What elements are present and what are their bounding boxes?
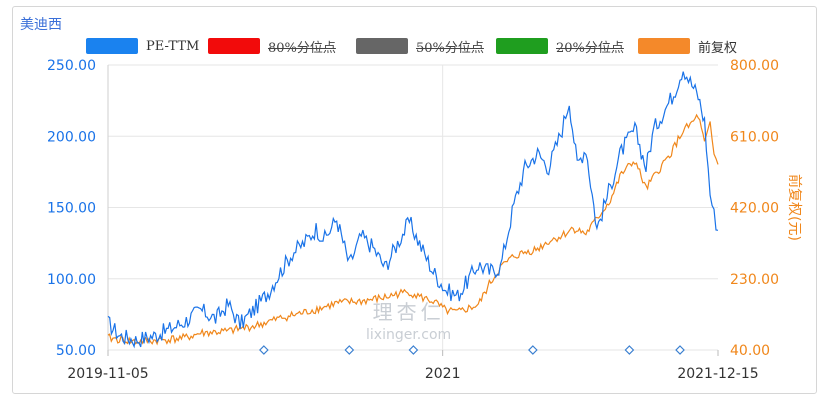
left-tick-label: 100.00 [47, 272, 96, 288]
watermark: 理杏仁 lixinger.com [366, 296, 451, 343]
legend-swatch [86, 38, 138, 54]
watermark-url: lixinger.com [366, 327, 452, 343]
right-tick-label: 230.00 [730, 272, 779, 288]
watermark-logo: 理杏仁 [372, 300, 445, 324]
x-tick-label: 2021 [425, 366, 461, 382]
series-line-price [107, 113, 719, 346]
x-tick-label: 2019-11-05 [67, 366, 148, 382]
legend-item-p80[interactable]: 80%分位点 [208, 36, 336, 56]
event-marker [624, 345, 635, 355]
legend-item-p20[interactable]: 20%分位点 [496, 36, 624, 56]
right-axis-title: 前复权(元) [786, 174, 803, 241]
right-tick-label: 420.00 [730, 201, 779, 217]
legend-swatch [356, 38, 408, 54]
legend-label: 80%分位点 [268, 40, 336, 56]
event-markers [259, 345, 685, 355]
legend-swatch [208, 38, 260, 54]
left-tick-label: 200.00 [47, 129, 96, 145]
left-axis: 50.00 100.00 150.00 200.00 250.00 [47, 58, 96, 359]
legend-label: 50%分位点 [416, 40, 484, 56]
legend-swatch [496, 38, 548, 54]
legend-label: PE-TTM [146, 38, 200, 54]
series-line-pe-ttm [107, 71, 719, 349]
left-tick-label: 50.00 [56, 343, 96, 359]
event-marker [259, 345, 269, 355]
legend-swatch [638, 38, 690, 54]
legend-item-pe-ttm[interactable]: PE-TTM [86, 36, 199, 56]
x-axis: 2019-11-05 2021 2021-12-15 [67, 350, 759, 382]
right-tick-label: 610.00 [730, 129, 779, 145]
event-marker [408, 345, 419, 355]
legend-label: 前复权 [698, 40, 738, 56]
event-marker [344, 345, 355, 355]
event-marker [528, 345, 538, 355]
legend-label: 20%分位点 [556, 40, 624, 56]
right-axis: 40.00 230.00 420.00 610.00 800.00 [730, 58, 779, 359]
legend-item-p50[interactable]: 50%分位点 [356, 36, 484, 56]
chart-title: 美迪西 [20, 17, 62, 33]
left-tick-label: 150.00 [47, 201, 96, 217]
right-tick-label: 40.00 [730, 343, 770, 359]
left-tick-label: 250.00 [47, 58, 96, 74]
x-tick-label: 2021-12-15 [677, 366, 758, 382]
right-tick-label: 800.00 [730, 58, 779, 74]
legend-item-price[interactable]: 前复权 [638, 36, 737, 56]
chart-card [12, 6, 817, 394]
event-marker [675, 345, 685, 355]
